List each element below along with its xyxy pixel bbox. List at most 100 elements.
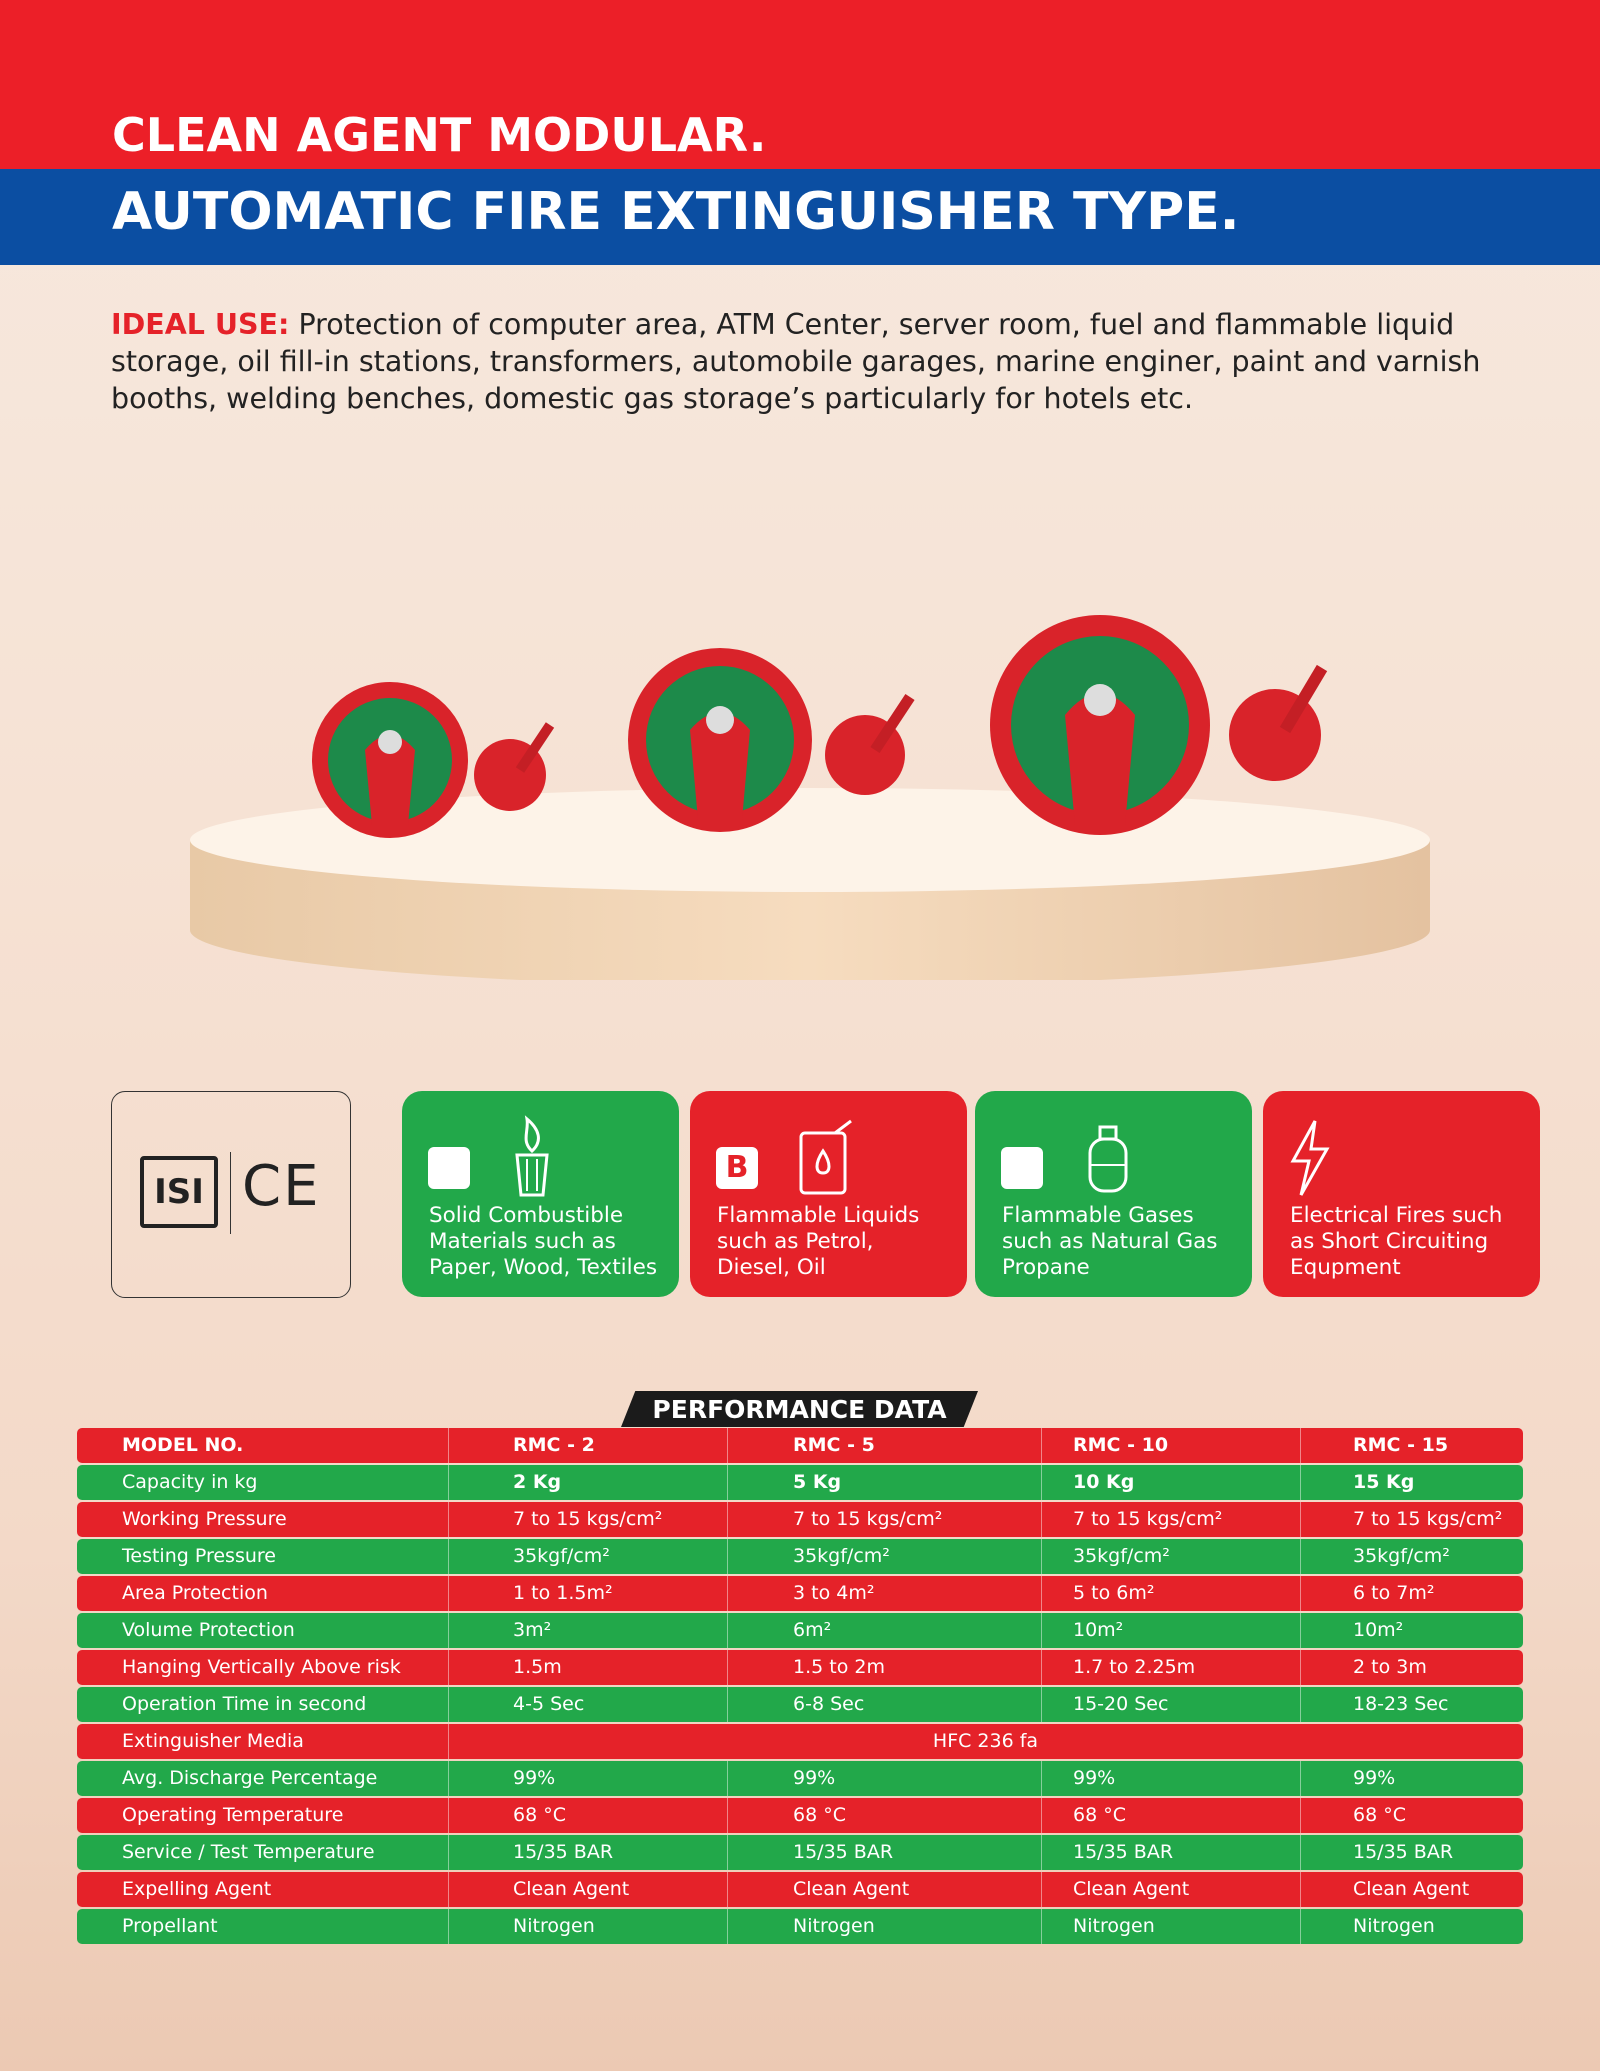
table-cell: 7 to 15 kgs/cm² xyxy=(1073,1508,1223,1530)
cell-divider xyxy=(1300,1909,1301,1944)
table-cell: Nitrogen xyxy=(1353,1915,1435,1937)
title-line-2: AUTOMATIC FIRE EXTINGUISHER TYPE. xyxy=(112,182,1240,242)
table-cell: 68 °C xyxy=(513,1804,566,1826)
class-text: Materials such as xyxy=(429,1229,616,1254)
table-cell: 5 Kg xyxy=(793,1471,842,1493)
cell-divider xyxy=(448,1798,449,1833)
table-row: Area Protection 1 to 1.5m² 3 to 4m² 5 to 6m… xyxy=(77,1576,1523,1611)
cell-divider xyxy=(1041,1650,1042,1685)
class-icon xyxy=(1290,1120,1330,1196)
cell-divider xyxy=(727,1835,728,1870)
table-cell: 35kgf/cm² xyxy=(793,1545,890,1567)
fire-class-card: Electrical Fires such as Short Circuiting… xyxy=(1263,1091,1540,1297)
cell-divider xyxy=(727,1687,728,1722)
cell-divider xyxy=(448,1502,449,1537)
class-icon xyxy=(799,1119,852,1195)
table-cell: Working Pressure xyxy=(122,1508,287,1530)
table-title: PERFORMANCE DATA xyxy=(621,1391,978,1427)
cell-divider xyxy=(448,1724,449,1759)
class-letter xyxy=(428,1147,470,1189)
cell-divider xyxy=(727,1576,728,1611)
red-band xyxy=(0,0,1600,169)
cell-divider xyxy=(448,1465,449,1500)
table-cell: 99% xyxy=(1073,1767,1116,1789)
table-cell: Operation Time in second xyxy=(122,1693,367,1715)
table-cell: 68 °C xyxy=(793,1804,846,1826)
table-cell: Clean Agent xyxy=(1353,1878,1470,1900)
table-cell: 3m² xyxy=(513,1619,552,1641)
fire-class-card: Solid Combustible Materials such as Paper,… xyxy=(402,1091,679,1297)
cell-divider xyxy=(1300,1761,1301,1796)
table-cell: Capacity in kg xyxy=(122,1471,258,1493)
class-text: Solid Combustible xyxy=(429,1203,624,1228)
cell-divider xyxy=(727,1650,728,1685)
table-cell: 1.5m xyxy=(513,1656,562,1678)
ce-mark: CE xyxy=(242,1154,321,1219)
table-cell: 10m² xyxy=(1353,1619,1404,1641)
class-text: Electrical Fires such xyxy=(1290,1203,1503,1228)
extinguisher-small xyxy=(312,682,555,838)
ideal-use-text: Protection of computer area, ATM Center,… xyxy=(111,308,1481,415)
table-cell: RMC - 5 xyxy=(793,1434,875,1456)
table-cell: 15/35 BAR xyxy=(1353,1841,1454,1863)
table-cell: Clean Agent xyxy=(1073,1878,1190,1900)
table-cell: 10m² xyxy=(1073,1619,1124,1641)
table-cell: Service / Test Temperature xyxy=(122,1841,375,1863)
table-cell: Nitrogen xyxy=(513,1915,595,1937)
cell-divider xyxy=(448,1539,449,1574)
table-cell: Nitrogen xyxy=(793,1915,875,1937)
cell-divider xyxy=(1300,1613,1301,1648)
isi-mark: ISI xyxy=(140,1156,218,1228)
table-cell: Volume Protection xyxy=(122,1619,295,1641)
fire-class-card: Flammable Gases such as Natural Gas Propan… xyxy=(975,1091,1252,1297)
cell-divider xyxy=(1041,1687,1042,1722)
table-row: Volume Protection 3m² 6m² 10m² 10m² xyxy=(77,1613,1523,1648)
table-cell: 1.7 to 2.25m xyxy=(1073,1656,1196,1678)
cell-divider xyxy=(727,1872,728,1907)
table-row: Capacity in kg 2 Kg 5 Kg 10 Kg 15 Kg xyxy=(77,1465,1523,1500)
cell-divider xyxy=(1300,1502,1301,1537)
table-row: Extinguisher Media HFC 236 fa xyxy=(77,1724,1523,1759)
table-row: Hanging Vertically Above risk 1.5m 1.5 to … xyxy=(77,1650,1523,1685)
class-text: Propane xyxy=(1002,1255,1090,1280)
table-cell: Testing Pressure xyxy=(122,1545,276,1567)
cell-divider xyxy=(448,1909,449,1944)
table-cell: 99% xyxy=(1353,1767,1396,1789)
cell-divider xyxy=(1041,1576,1042,1611)
extinguisher-large xyxy=(990,615,1328,835)
class-text: Paper, Wood, Textiles xyxy=(429,1255,658,1280)
table-row: Operation Time in second 4-5 Sec 6-8 Sec 15… xyxy=(77,1687,1523,1722)
cell-divider xyxy=(448,1650,449,1685)
table-cell: 15/35 BAR xyxy=(513,1841,614,1863)
table-cell: 7 to 15 kgs/cm² xyxy=(793,1508,943,1530)
certification-box: ISI CE xyxy=(111,1091,351,1298)
cell-divider xyxy=(727,1465,728,1500)
table-cell: 6m² xyxy=(793,1619,832,1641)
table-cell: Extinguisher Media xyxy=(122,1730,304,1752)
cell-divider xyxy=(1300,1872,1301,1907)
table-cell: Hanging Vertically Above risk xyxy=(122,1656,401,1678)
cell-divider xyxy=(1041,1613,1042,1648)
table-cell: Nitrogen xyxy=(1073,1915,1155,1937)
table-cell: RMC - 15 xyxy=(1353,1434,1449,1456)
title-line-1: CLEAN AGENT MODULAR. xyxy=(112,108,767,162)
table-cell: 18-23 Sec xyxy=(1353,1693,1449,1715)
cell-divider xyxy=(1300,1650,1301,1685)
cell-divider xyxy=(1300,1428,1301,1463)
class-text: Flammable Gases xyxy=(1002,1203,1194,1228)
table-cell: 7 to 15 kgs/cm² xyxy=(1353,1508,1503,1530)
table-cell: 99% xyxy=(793,1767,836,1789)
table-cell: 3 to 4m² xyxy=(793,1582,875,1604)
fire-class-card: B Flammable Liquids such as Petrol, Diesel,… xyxy=(690,1091,967,1297)
class-text: Flammable Liquids xyxy=(717,1203,920,1228)
ideal-use: IDEAL USE: Protection of computer area, … xyxy=(111,306,1491,417)
cell-divider xyxy=(1041,1798,1042,1833)
cell-divider xyxy=(1300,1835,1301,1870)
table-cell: RMC - 10 xyxy=(1073,1434,1169,1456)
cell-divider xyxy=(727,1761,728,1796)
class-text: such as Petrol, xyxy=(717,1229,874,1254)
cell-divider xyxy=(727,1909,728,1944)
table-row: Propellant Nitrogen Nitrogen Nitrogen Nitrog… xyxy=(77,1909,1523,1944)
table-cell: Propellant xyxy=(122,1915,218,1937)
table-cell: 7 to 15 kgs/cm² xyxy=(513,1508,663,1530)
